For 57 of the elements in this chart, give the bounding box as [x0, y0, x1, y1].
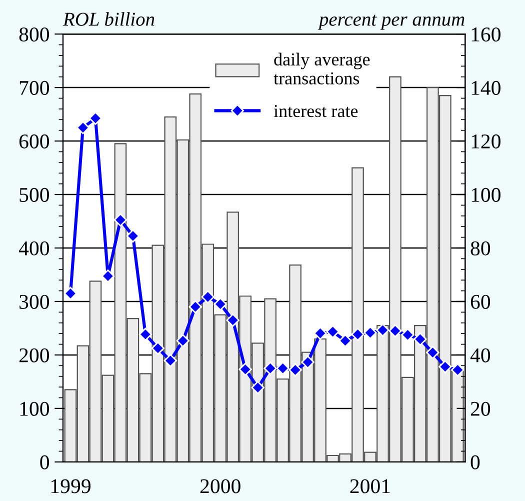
point — [438, 360, 452, 374]
y-tick-label: 700 — [20, 80, 50, 95]
point — [301, 356, 314, 369]
x-tick-label: 2001 — [350, 479, 390, 494]
point — [138, 328, 152, 341]
y2-tick-label: 140 — [472, 80, 500, 95]
point — [64, 286, 78, 300]
point — [401, 328, 414, 342]
x-tick-label: 2000 — [200, 479, 240, 494]
point — [414, 332, 427, 346]
point — [114, 213, 128, 227]
point — [264, 362, 277, 375]
y2-tick-label: 0 — [470, 455, 480, 470]
y2-tick-label: 160 — [472, 27, 500, 42]
point — [151, 342, 165, 355]
point — [288, 363, 302, 377]
point — [338, 334, 352, 348]
y-tick-label: 200 — [19, 348, 50, 362]
y2-tick-label: 40 — [470, 348, 490, 362]
y-tick-label: 0 — [40, 455, 50, 470]
point — [364, 326, 377, 340]
point — [388, 324, 402, 338]
y2-tick-label: 120 — [472, 134, 500, 148]
point — [226, 314, 240, 327]
y-tick-label: 800 — [19, 27, 50, 42]
point — [351, 328, 364, 341]
y-tick-label: 500 — [20, 188, 50, 202]
y2-tick-label: 100 — [472, 188, 500, 202]
point — [76, 121, 90, 134]
y2-tick-label: 20 — [470, 402, 490, 416]
point — [251, 380, 264, 394]
y-tick-label: 100 — [20, 402, 50, 416]
point — [176, 334, 190, 348]
point — [126, 229, 140, 243]
point — [238, 362, 252, 376]
y2-axis-title: percent per annum — [318, 14, 464, 30]
legend-label: daily average transactions — [274, 52, 370, 84]
point — [426, 346, 440, 360]
point — [326, 325, 340, 338]
point — [188, 300, 202, 314]
point — [451, 363, 464, 377]
y-axis-title: ROL billion — [62, 12, 154, 26]
legend-label: interest rate — [274, 105, 358, 118]
point — [88, 112, 102, 125]
x-tick-label: 1999 — [51, 479, 90, 494]
y2-tick-label: 60 — [470, 294, 490, 309]
y-tick-label: 400 — [18, 241, 50, 256]
point — [164, 354, 177, 368]
point — [376, 324, 390, 337]
point — [201, 290, 214, 304]
y-tick-label: 600 — [19, 134, 50, 148]
point — [214, 298, 227, 311]
point — [314, 326, 327, 340]
y2-tick-label: 80 — [470, 241, 490, 256]
y-tick-label: 300 — [20, 294, 50, 309]
point — [276, 362, 290, 375]
point — [101, 269, 115, 283]
